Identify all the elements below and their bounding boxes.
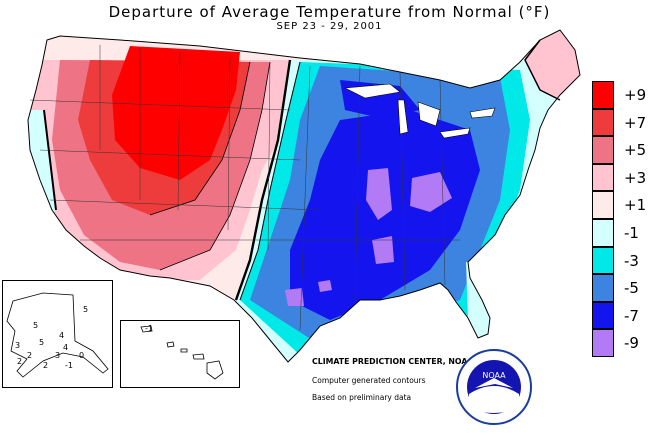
noaa-logo-text: NOAA: [482, 371, 506, 380]
alaska-value: 0: [79, 351, 85, 360]
alaska-value: 5: [83, 305, 89, 314]
us-outline: [27, 29, 581, 363]
legend-item: +5: [592, 136, 658, 164]
alaska-value: 5: [33, 321, 39, 330]
great-lakes: [343, 83, 496, 139]
legend-item: +7: [592, 108, 658, 137]
hawaii-outline: [140, 325, 224, 380]
legend-item: -3: [592, 246, 658, 275]
alaska-value: 5: [39, 338, 45, 347]
legend-label: +1: [624, 196, 647, 215]
legend-label: +5: [624, 141, 647, 160]
legend-item: +9: [592, 81, 658, 109]
legend-item: +1: [592, 191, 658, 219]
alaska-value: 4: [63, 343, 69, 352]
legend-label: +9: [624, 86, 647, 104]
legend-swatch: [592, 218, 614, 247]
legend-swatch: [592, 191, 614, 219]
legend-swatch: [592, 108, 614, 137]
state-borders: [29, 45, 460, 331]
legend: +9 +7 +5 +3 +1 -1 -3 -5 -7 -9: [592, 81, 658, 357]
legend-item: -9: [592, 329, 658, 357]
alaska-outline: [6, 292, 109, 378]
alaska-value: 2: [43, 361, 49, 370]
alaska-value: 3: [55, 351, 61, 360]
legend-label: -9: [624, 334, 639, 353]
hawaii-value: -1: [145, 324, 153, 333]
hawaii-inset: -1: [120, 320, 240, 388]
noaa-logo: NOAA: [456, 349, 532, 425]
legend-swatch: [592, 81, 614, 109]
legend-swatch: [592, 163, 614, 192]
legend-label: -7: [624, 306, 639, 325]
alaska-value: 2: [17, 357, 23, 366]
legend-label: -3: [624, 251, 639, 270]
legend-swatch: [592, 329, 614, 357]
alaska-value: 2: [27, 351, 33, 360]
alaska-inset: 5 4 5 5 3 4 2 3 2 2 -1 0: [2, 280, 113, 388]
map-title: Departure of Average Temperature from No…: [108, 3, 551, 21]
legend-item: -5: [592, 274, 658, 302]
legend-swatch: [592, 301, 614, 330]
legend-swatch: [592, 246, 614, 275]
alaska-value: 4: [59, 331, 65, 340]
legend-swatch: [592, 274, 614, 302]
legend-label: -1: [624, 223, 639, 242]
legend-item: -7: [592, 301, 658, 330]
legend-item: -1: [592, 218, 658, 247]
alaska-value: 3: [15, 341, 21, 350]
map-subtitle: SEP 23 - 29, 2001: [276, 21, 383, 32]
legend-label: -5: [624, 279, 639, 298]
legend-label: +3: [624, 168, 647, 187]
credit-line-1: CLIMATE PREDICTION CENTER, NOAA: [312, 357, 474, 366]
credit-line-3: Based on preliminary data: [312, 393, 412, 402]
alaska-value: -1: [65, 361, 73, 370]
credit-line-2: Computer generated contours: [312, 376, 426, 385]
legend-item: +3: [592, 163, 658, 192]
legend-swatch: [592, 136, 614, 164]
contour-lines: [43, 39, 561, 301]
legend-label: +7: [624, 113, 647, 132]
